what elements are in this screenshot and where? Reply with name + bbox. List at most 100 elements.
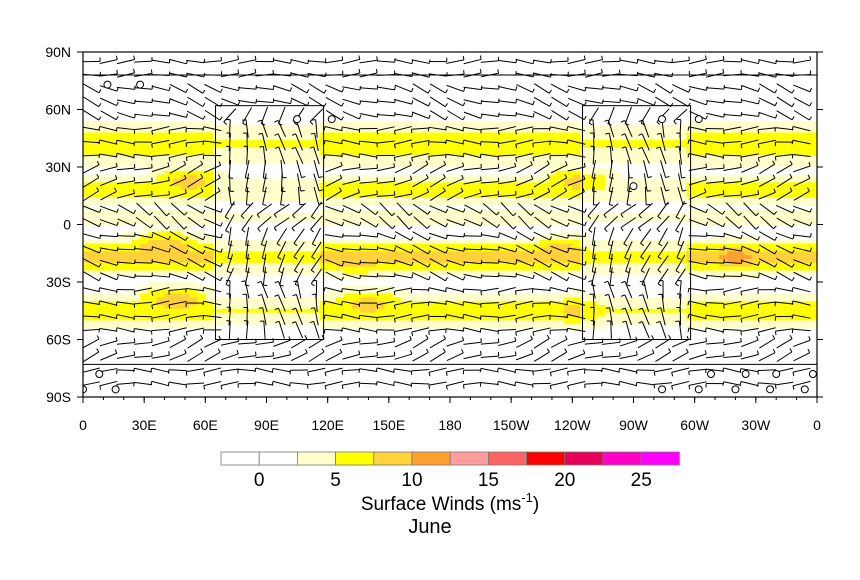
wind-barb <box>618 380 638 387</box>
calm-marker <box>658 385 667 394</box>
wind-barb <box>273 203 290 218</box>
wind-barb <box>204 174 221 188</box>
wind-barb <box>515 349 534 361</box>
wind-barb <box>135 216 154 229</box>
wind-barb <box>340 300 361 306</box>
wind-barb <box>375 367 395 373</box>
wind-barb <box>498 85 518 91</box>
wind-barb <box>676 132 682 152</box>
wind-barb <box>340 139 360 145</box>
wind-barb <box>741 84 761 92</box>
wind-barb <box>677 279 682 299</box>
wind-barb <box>480 85 500 90</box>
wind-barb <box>358 382 378 388</box>
wind-barb <box>793 205 812 213</box>
wind-barb <box>605 132 614 152</box>
wind-barb <box>342 204 362 214</box>
wind-barb <box>83 258 102 268</box>
colorbar-label: Surface Winds (ms-1) <box>361 490 539 515</box>
wind-barb <box>549 140 569 146</box>
wind-barb <box>653 382 673 389</box>
wind-barb <box>757 289 777 294</box>
wind-barb <box>429 160 447 174</box>
wind-barbs <box>83 55 813 390</box>
wind-barb <box>324 367 343 377</box>
wind-barb <box>376 300 395 309</box>
wind-barb <box>340 313 360 320</box>
wind-barb <box>99 205 119 213</box>
wind-barb <box>410 301 430 308</box>
wind-barb <box>100 110 119 121</box>
wind-barb <box>739 368 759 373</box>
wind-barb <box>410 368 430 375</box>
wind-barb <box>429 173 446 188</box>
wind-barb <box>619 350 638 359</box>
calm-marker <box>772 370 781 378</box>
wind-barb <box>204 161 222 174</box>
wind-barb <box>358 368 378 373</box>
wind-barb <box>533 111 553 120</box>
wind-barb <box>793 348 811 362</box>
wind-barb <box>687 300 707 306</box>
wind-barb <box>99 55 118 64</box>
wind-barb <box>792 246 812 253</box>
wind-barb <box>741 245 761 254</box>
colorbar-cell <box>602 451 642 466</box>
wind-barb <box>621 307 633 326</box>
wind-barb <box>98 139 118 145</box>
wind-barb <box>444 314 465 319</box>
wind-barb <box>741 161 759 173</box>
wind-barb <box>325 174 343 187</box>
wind-barb <box>204 258 223 268</box>
wind-barb <box>602 57 621 63</box>
calm-marker <box>766 385 775 394</box>
wind-barb <box>689 219 709 227</box>
wind-barb <box>341 369 361 375</box>
wind-barb <box>394 84 414 93</box>
wind-barb <box>776 96 795 108</box>
wind-barb <box>587 201 600 220</box>
wind-barb <box>590 145 595 165</box>
wind-barb <box>549 367 568 377</box>
wind-barb <box>169 349 187 361</box>
wind-barb <box>117 111 137 119</box>
wind-barb <box>549 154 569 160</box>
wind-barb <box>151 125 170 135</box>
wind-barb <box>791 154 811 159</box>
wind-barb <box>497 154 517 161</box>
wind-barb <box>463 163 482 171</box>
wind-barb <box>689 98 709 106</box>
wind-barb <box>688 55 707 65</box>
wind-barb <box>171 215 188 230</box>
wind-barb <box>687 152 707 159</box>
wind-barb <box>550 57 569 63</box>
wind-barb <box>169 174 187 187</box>
wind-barb <box>706 112 726 118</box>
wind-barb <box>151 287 170 296</box>
wind-barb <box>740 313 759 323</box>
wind-barb <box>515 112 535 118</box>
wind-barb <box>609 267 614 287</box>
wind-barb <box>533 204 552 215</box>
wind-barb <box>739 380 759 387</box>
wind-barb <box>226 132 231 152</box>
wind-barb <box>759 244 778 255</box>
wind-barb <box>551 109 570 121</box>
calm-marker <box>694 385 703 394</box>
wind-barb <box>83 110 102 121</box>
wind-barb <box>550 205 570 213</box>
wind-barb <box>100 272 119 281</box>
wind-barb <box>675 320 683 339</box>
wind-barb <box>584 369 603 374</box>
wind-barb <box>204 218 223 227</box>
wind-barb <box>462 369 482 375</box>
wind-barb <box>226 293 232 313</box>
wind-barb <box>533 348 550 362</box>
wind-barb <box>759 83 778 94</box>
wind-barb <box>584 55 604 65</box>
wind-barb <box>638 216 654 232</box>
wind-barb <box>550 335 568 348</box>
wind-barb <box>358 314 378 320</box>
wind-barb <box>567 205 587 213</box>
wind-barb <box>643 160 652 179</box>
